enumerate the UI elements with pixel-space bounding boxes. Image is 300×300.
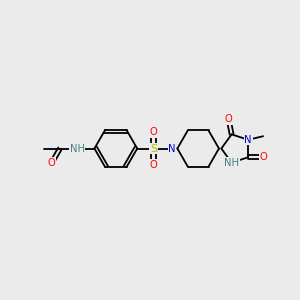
Text: N: N [168,143,176,154]
Text: N: N [244,135,252,145]
Text: O: O [150,160,158,170]
Text: O: O [150,127,158,137]
Text: S: S [150,143,157,154]
Text: NH: NH [70,143,85,154]
Text: O: O [260,152,268,162]
Text: NH: NH [224,158,239,168]
Text: O: O [48,158,56,168]
Text: O: O [225,114,232,124]
